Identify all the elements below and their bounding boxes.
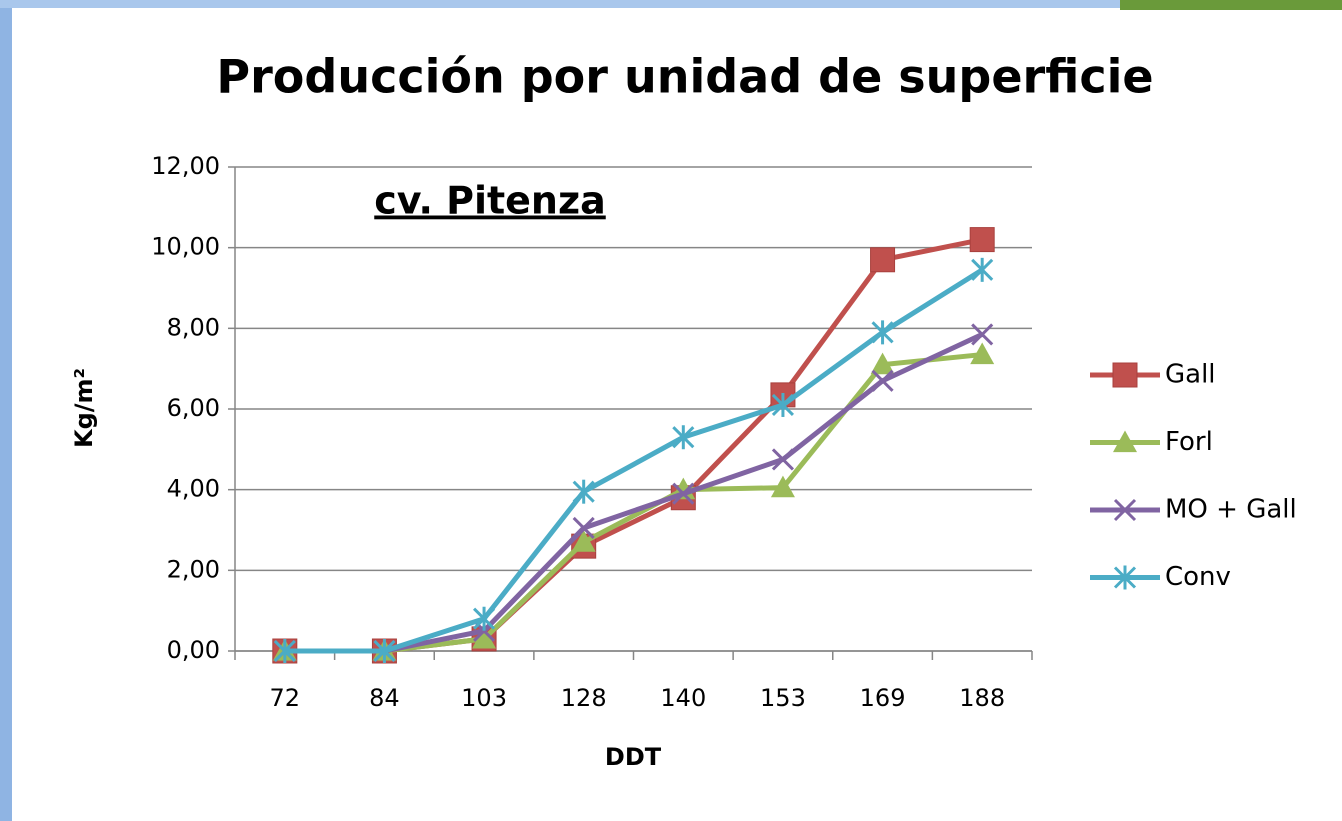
y-tick-label: 2,00 bbox=[167, 555, 220, 583]
x-tick-label: 72 bbox=[270, 684, 301, 712]
y-tick-label: 6,00 bbox=[167, 394, 220, 422]
y-tick-label: 0,00 bbox=[167, 636, 220, 664]
x-tick-label: 169 bbox=[860, 684, 906, 712]
x-tick-label: 84 bbox=[369, 684, 400, 712]
corner-image bbox=[1120, 0, 1342, 10]
y-tick-label: 4,00 bbox=[167, 475, 220, 503]
legend-label: Conv bbox=[1165, 562, 1231, 592]
y-tick-label: 10,00 bbox=[151, 233, 220, 261]
legend-label: Forl bbox=[1165, 427, 1213, 457]
x-tick-label: 128 bbox=[561, 684, 607, 712]
y-tick-label: 8,00 bbox=[167, 313, 220, 341]
legend-label: Gall bbox=[1165, 360, 1216, 390]
chart: Producción por unidad de superficie cv. … bbox=[0, 0, 1342, 821]
x-tick-label: 153 bbox=[760, 684, 806, 712]
x-axis-label: DDT bbox=[605, 743, 662, 771]
legend-marker bbox=[1113, 363, 1137, 387]
y-axis-label: Kg/m² bbox=[70, 368, 98, 448]
x-tick-label: 188 bbox=[959, 684, 1005, 712]
data-point bbox=[871, 248, 895, 272]
data-point bbox=[970, 228, 994, 252]
x-tick-label: 140 bbox=[660, 684, 706, 712]
y-tick-label: 12,00 bbox=[151, 152, 220, 180]
chart-title: Producción por unidad de superficie bbox=[216, 50, 1153, 104]
left-border bbox=[0, 0, 12, 821]
x-tick-label: 103 bbox=[461, 684, 507, 712]
legend-label: MO + Gall bbox=[1165, 495, 1297, 525]
annotation: cv. Pitenza bbox=[374, 179, 606, 223]
